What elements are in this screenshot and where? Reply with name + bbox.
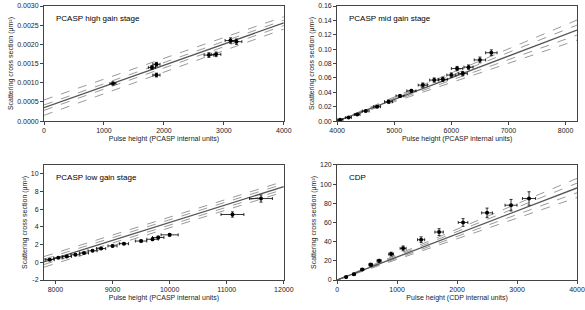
svg-text:0.08: 0.08 xyxy=(318,60,332,67)
svg-text:0.10: 0.10 xyxy=(318,46,332,53)
svg-text:6: 6 xyxy=(35,206,39,213)
svg-text:8000: 8000 xyxy=(48,286,64,293)
svg-text:Pulse height (PCASP internal u: Pulse height (PCASP internal units) xyxy=(109,294,219,302)
svg-text:-2: -2 xyxy=(32,276,38,283)
svg-text:0.16: 0.16 xyxy=(318,2,332,9)
svg-text:6000: 6000 xyxy=(444,127,460,134)
svg-text:40: 40 xyxy=(324,238,332,245)
svg-text:12000: 12000 xyxy=(274,286,294,293)
svg-text:0.0010: 0.0010 xyxy=(17,79,39,86)
svg-text:4: 4 xyxy=(35,223,39,230)
svg-text:80: 80 xyxy=(324,200,332,207)
svg-text:Pulse height (PCASP internal u: Pulse height (PCASP internal units) xyxy=(109,135,219,143)
svg-text:0.0020: 0.0020 xyxy=(17,41,39,48)
svg-text:2000: 2000 xyxy=(156,127,172,134)
svg-text:Scattering cross section (μm²): Scattering cross section (μm²) xyxy=(308,17,316,110)
svg-text:0.00: 0.00 xyxy=(318,118,332,125)
svg-text:120: 120 xyxy=(320,161,332,168)
svg-text:4000: 4000 xyxy=(569,286,585,293)
svg-text:1000: 1000 xyxy=(389,286,405,293)
svg-text:0.14: 0.14 xyxy=(318,17,332,24)
svg-text:0: 0 xyxy=(35,259,39,266)
svg-text:0.0030: 0.0030 xyxy=(17,2,39,9)
svg-text:20: 20 xyxy=(324,257,332,264)
svg-text:0: 0 xyxy=(328,276,332,283)
svg-text:0.0015: 0.0015 xyxy=(17,60,39,67)
svg-text:1000: 1000 xyxy=(96,127,112,134)
svg-text:PCASP high gain stage: PCASP high gain stage xyxy=(56,14,140,23)
svg-text:PCASP low gain stage: PCASP low gain stage xyxy=(56,173,137,182)
svg-text:7000: 7000 xyxy=(501,127,517,134)
svg-text:4000: 4000 xyxy=(276,127,292,134)
svg-text:CDP: CDP xyxy=(349,173,366,182)
svg-text:0: 0 xyxy=(42,127,46,134)
svg-text:100: 100 xyxy=(320,181,332,188)
svg-text:0.06: 0.06 xyxy=(318,74,332,81)
svg-text:2000: 2000 xyxy=(449,286,465,293)
svg-text:8: 8 xyxy=(35,188,39,195)
svg-text:0.04: 0.04 xyxy=(318,89,332,96)
svg-text:Scattering cross section (μm²): Scattering cross section (μm²) xyxy=(310,176,318,269)
svg-text:0.02: 0.02 xyxy=(318,103,332,110)
svg-text:Pulse height (CDP internal uni: Pulse height (CDP internal units) xyxy=(406,294,507,302)
svg-text:5000: 5000 xyxy=(386,127,402,134)
svg-text:0.0025: 0.0025 xyxy=(17,22,39,29)
svg-text:8000: 8000 xyxy=(558,127,574,134)
svg-text:60: 60 xyxy=(324,219,332,226)
svg-text:10: 10 xyxy=(31,170,39,177)
svg-text:11000: 11000 xyxy=(217,286,236,293)
svg-text:Scattering cross section (μm²): Scattering cross section (μm²) xyxy=(7,17,15,110)
svg-text:0: 0 xyxy=(335,286,339,293)
svg-text:3000: 3000 xyxy=(216,127,232,134)
svg-text:9000: 9000 xyxy=(105,286,121,293)
svg-text:3000: 3000 xyxy=(509,286,525,293)
svg-text:Scattering cross section (μm²): Scattering cross section (μm²) xyxy=(21,176,29,269)
svg-text:0.12: 0.12 xyxy=(318,31,332,38)
svg-text:0.0005: 0.0005 xyxy=(17,98,39,105)
svg-text:Pulse height (PCASP internal u: Pulse height (PCASP internal units) xyxy=(402,135,512,143)
svg-text:10000: 10000 xyxy=(160,286,180,293)
svg-text:PCASP mid gain stage: PCASP mid gain stage xyxy=(349,14,431,23)
svg-text:0.0000: 0.0000 xyxy=(17,118,39,125)
svg-text:2: 2 xyxy=(35,241,39,248)
svg-text:4000: 4000 xyxy=(329,127,345,134)
